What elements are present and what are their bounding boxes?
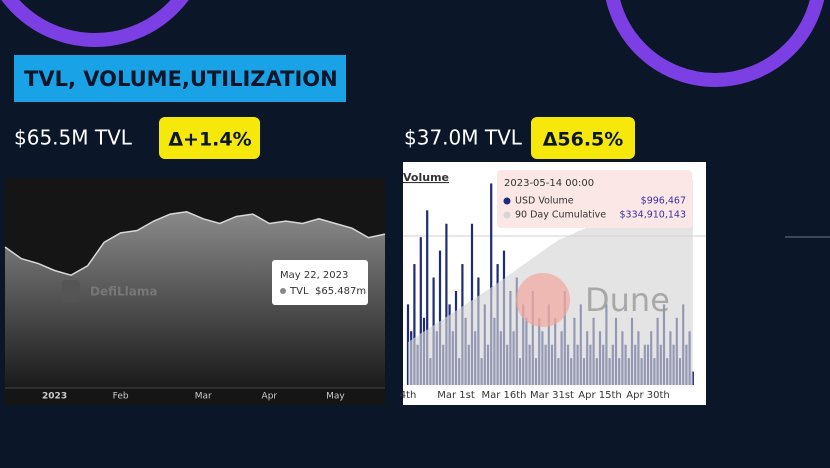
bar [490,183,493,385]
tvl-label: $65.5M TVL [14,126,133,150]
bar [419,237,422,385]
slide-title: TVL, VOLUME,UTILIZATION [24,67,338,91]
x-tick-label: Apr 30th [626,390,669,401]
bar [438,250,442,385]
tooltip-date: 2023-05-14 00:00 [504,178,594,189]
x-tick-label: Mar [195,392,212,402]
legend-label: 90 Day Cumulative [515,210,606,221]
x-tick-label: Mar 1st [437,390,475,401]
tooltip-value: $65.487m [315,286,366,297]
tvl-line [4,210,386,277]
x-tick-label: Mar 16th [481,390,526,401]
bar [691,371,694,385]
legend-label: USD Volume [515,196,574,207]
watermark-logo [62,280,80,302]
tooltip [497,170,692,228]
bar [426,210,429,385]
chart-title: Volume [403,171,449,184]
x-tick-label: Mar 31st [530,390,574,401]
legend-dot [503,211,511,219]
tooltip-date: May 22, 2023 [280,270,348,281]
x-tick-label: 2023 [42,392,67,402]
delta-label: Δ56.5% [543,129,624,151]
watermark-logo [516,273,570,327]
delta-badge [159,117,260,159]
legend-dot [503,197,511,205]
volume-chart: 4th Mar 1st Mar 16th Mar 31st Apr 15th Apr 30… [400,170,694,401]
title-banner [14,55,346,102]
x-tick-label: Feb [113,392,129,402]
tooltip [272,260,368,305]
x-tick-label: Apr [262,392,278,402]
tvl-area [5,211,385,388]
tooltip-series: TVL [289,286,309,297]
tooltip-dot [280,288,286,294]
bar [413,264,416,385]
watermark: DefiLlama [90,285,157,299]
watermark: Dune [585,281,670,319]
tooltip-value: $334,910,143 [620,210,686,221]
delta-badge [531,117,635,159]
decor-arc [605,0,825,87]
decor-arc [1,0,189,47]
x-tick-label: 4th [400,390,417,401]
tvl-chart: 2023 Feb Mar Apr May DefiLlama May 22, 2023 TVL… [4,210,386,402]
x-tick-label: May [326,392,345,402]
bar [445,223,448,385]
delta-label: Δ+1.4% [168,129,251,151]
tooltip-value: $996,467 [641,196,686,207]
x-tick-label: Apr 15th [578,390,621,401]
tvl-label: $37.0M TVL [404,126,523,150]
